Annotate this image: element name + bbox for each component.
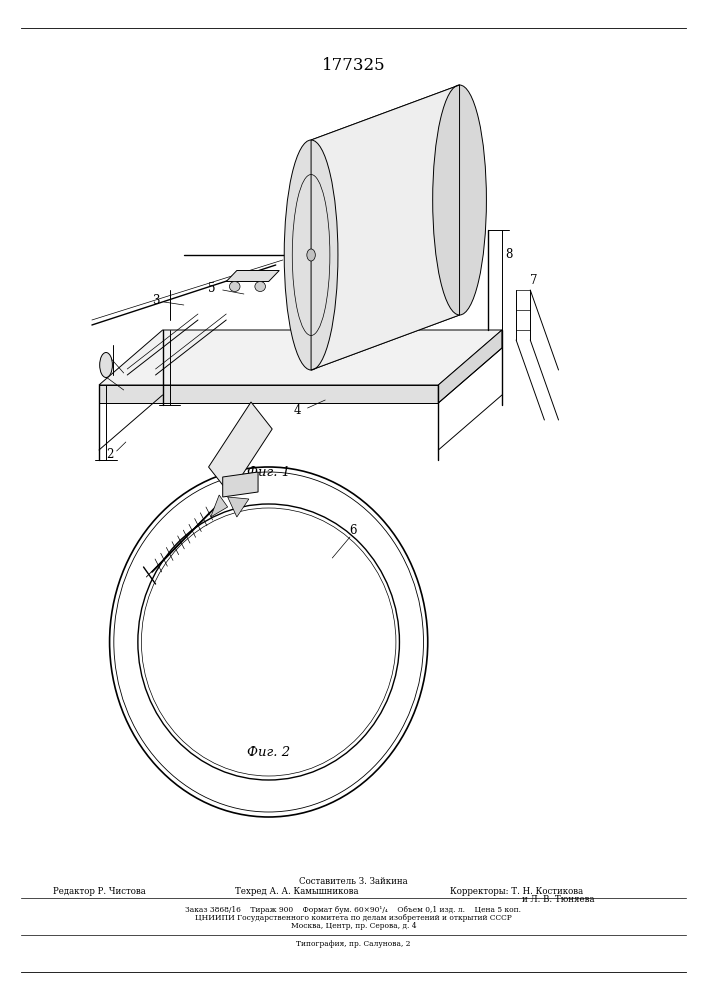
Text: Москва, Центр, пр. Серова, д. 4: Москва, Центр, пр. Серова, д. 4 — [291, 922, 416, 930]
Polygon shape — [209, 402, 272, 494]
Text: 7: 7 — [530, 273, 537, 286]
Polygon shape — [99, 385, 438, 403]
Text: 2: 2 — [106, 448, 113, 460]
Text: 4: 4 — [293, 403, 300, 416]
Text: Составитель З. Зайкина: Составитель З. Зайкина — [299, 876, 408, 886]
Text: 177325: 177325 — [322, 56, 385, 74]
Ellipse shape — [255, 282, 265, 292]
Text: 8: 8 — [506, 248, 513, 261]
Text: ЦНИИПИ Государственного комитета по делам изобретений и открытий СССР: ЦНИИПИ Государственного комитета по дела… — [195, 914, 512, 922]
Text: 1: 1 — [477, 138, 484, 151]
Text: 5: 5 — [209, 282, 216, 294]
Polygon shape — [438, 330, 502, 403]
Text: Техред А. А. Камышникова: Техред А. А. Камышникова — [235, 886, 358, 896]
Polygon shape — [228, 497, 249, 517]
Ellipse shape — [229, 282, 240, 292]
Text: Редактор Р. Чистова: Редактор Р. Чистова — [52, 886, 146, 896]
Text: и Л. В. Тюняева: и Л. В. Тюняева — [522, 894, 595, 904]
Polygon shape — [211, 495, 228, 517]
Polygon shape — [311, 85, 460, 370]
Ellipse shape — [433, 85, 486, 315]
Text: Фиг. 2: Фиг. 2 — [247, 746, 290, 758]
Polygon shape — [223, 472, 258, 497]
Ellipse shape — [307, 249, 315, 261]
Ellipse shape — [284, 140, 338, 370]
Polygon shape — [226, 271, 279, 282]
Text: Фиг. 1: Фиг. 1 — [247, 466, 290, 480]
Text: Типография, пр. Салунова, 2: Типография, пр. Салунова, 2 — [296, 940, 411, 948]
Text: Корректоры: Т. Н. Костикова: Корректоры: Т. Н. Костикова — [450, 886, 583, 896]
Ellipse shape — [100, 353, 112, 377]
Text: 6: 6 — [350, 524, 357, 536]
Text: 3: 3 — [152, 294, 159, 306]
Polygon shape — [99, 330, 502, 385]
Text: Заказ 3868/16    Тираж 900    Формат бум. 60×90¹/₄    Объем 0,1 изд. л.    Цена : Заказ 3868/16 Тираж 900 Формат бум. 60×9… — [185, 906, 522, 914]
